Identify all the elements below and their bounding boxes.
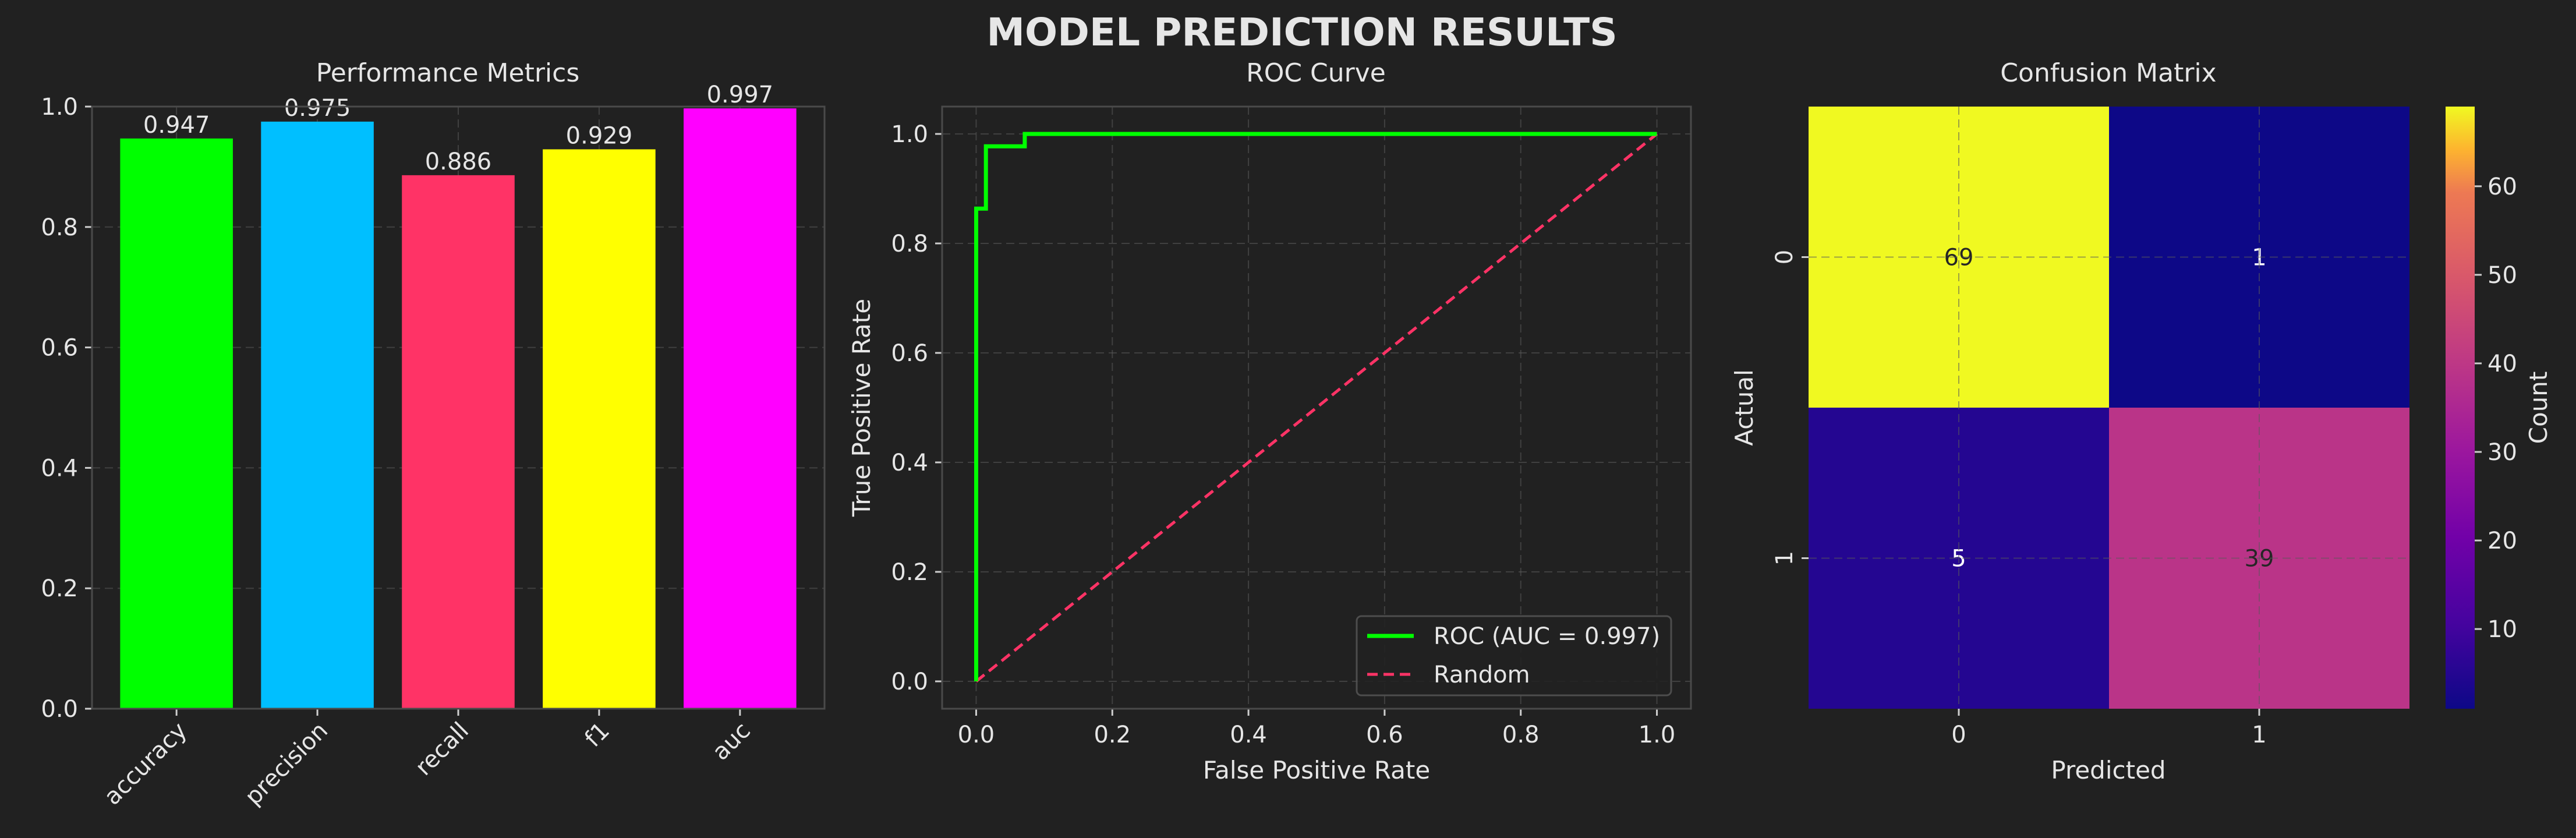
colorbar-tick-label: 30 (2487, 439, 2517, 466)
legend-random-label: Random (1434, 662, 1530, 688)
roc-y-tick-label: 0.6 (891, 340, 928, 367)
bar-accuracy (120, 138, 233, 709)
cm-y-axis-label: Actual (1730, 369, 1758, 446)
bar-y-tick-label: 0.8 (41, 214, 78, 241)
bar-y-tick-label: 0.0 (41, 696, 78, 723)
colorbar-tick-label: 10 (2487, 616, 2517, 643)
roc-curve-line (974, 132, 1657, 681)
roc-x-tick-label: 1.0 (1639, 722, 1676, 748)
bar-x-tick-label: auc (707, 717, 756, 766)
bar-x-tick-label: precision (240, 717, 333, 811)
roc-y-axis-label: True Positive Rate (847, 299, 876, 517)
cm-chart-title: Confusion Matrix (2000, 58, 2216, 88)
cm-x-axis-label: Predicted (2051, 756, 2165, 784)
cm-x-tick-label: 0 (1951, 722, 1966, 748)
roc-x-tick-label: 0.0 (958, 722, 995, 748)
bar-recall (402, 175, 515, 709)
colorbar-tick-label: 60 (2487, 174, 2517, 200)
colorbar (2446, 107, 2475, 709)
colorbar-tick-label: 50 (2487, 262, 2517, 289)
roc-chart-frame (941, 105, 1692, 710)
bar-y-tick-label: 0.4 (41, 455, 78, 482)
bar-value-label: 0.997 (707, 82, 774, 108)
bar-x-tick-label: accuracy (99, 717, 192, 811)
roc-y-tick-label: 0.2 (891, 559, 928, 586)
roc-x-tick-label: 0.4 (1230, 722, 1267, 748)
bar-x-tick-label: recall (411, 717, 475, 782)
roc-y-tick-label: 1.0 (891, 121, 928, 148)
legend-roc-label: ROC (AUC = 0.997) (1434, 623, 1660, 650)
bar-value-label: 0.929 (566, 122, 633, 149)
bar-value-label: 0.947 (143, 112, 210, 139)
bar-chart-title: Performance Metrics (316, 58, 580, 88)
bar-y-tick-label: 1.0 (41, 94, 78, 121)
colorbar-label: Count (2524, 372, 2553, 444)
roc-y-tick-label: 0.0 (891, 669, 928, 695)
roc-x-tick-label: 0.8 (1502, 722, 1540, 748)
roc-x-axis-label: False Positive Rate (1203, 756, 1430, 784)
roc-x-tick-label: 0.2 (1094, 722, 1131, 748)
bar-value-label: 0.975 (284, 95, 351, 122)
bar-precision (261, 121, 374, 709)
colorbar-tick-label: 40 (2487, 351, 2517, 377)
bar-x-tick-label: f1 (580, 717, 615, 752)
performance-metrics-panel: Performance Metrics 0.947 0.975 0.886 0.929… (41, 58, 826, 811)
bar-value-label: 0.886 (425, 148, 492, 175)
cm-y-tick-label: 1 (1771, 551, 1798, 565)
figure-title: MODEL PREDICTION RESULTS (986, 10, 1617, 55)
bar-y-tick-label: 0.6 (41, 335, 78, 362)
roc-legend: ROC (AUC = 0.997) Random (1356, 615, 1672, 696)
random-baseline-line (975, 133, 1658, 683)
bar-y-tick-label: 0.2 (41, 575, 78, 602)
bar-auc (684, 108, 797, 709)
bar-chart-frame (91, 105, 826, 710)
roc-chart-title: ROC Curve (1246, 58, 1386, 88)
roc-y-tick-label: 0.4 (891, 450, 928, 476)
roc-curve-panel: ROC Curve 0.0 0.2 0.4 0.6 0.8 1.0 0.0 0.2 0.4 0.6… (847, 58, 1692, 784)
legend-box (1356, 615, 1672, 696)
colorbar-tick-label: 20 (2487, 528, 2517, 554)
cm-y-tick-label: 0 (1771, 250, 1798, 264)
bar-f1 (543, 149, 656, 709)
roc-y-tick-label: 0.8 (891, 231, 928, 257)
cm-x-tick-label: 1 (2252, 722, 2266, 748)
roc-x-tick-label: 0.6 (1366, 722, 1403, 748)
